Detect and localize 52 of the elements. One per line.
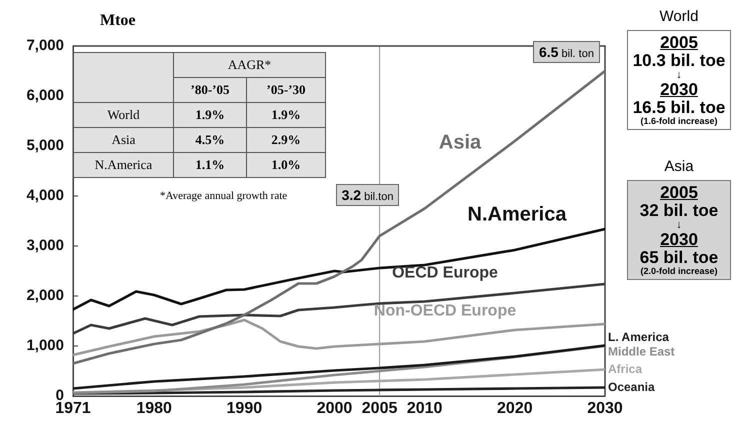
annotation: ’80-’05: [174, 78, 246, 102]
y-axis-title: Mtoe: [100, 12, 136, 30]
text: (1.6-fold increase): [639, 116, 719, 126]
y-tick-label: 2,000: [26, 287, 64, 304]
x-tick-label: 2010: [406, 400, 443, 418]
annotation: 1.0%: [246, 152, 326, 178]
text: (2.0-fold increase): [639, 266, 719, 276]
annotation: *Average annual growth rate: [160, 190, 288, 202]
annotation: AAGR*: [174, 52, 326, 78]
x-tick-label: 1990: [226, 400, 262, 418]
series-label: Oceania: [608, 380, 656, 394]
text: ↓: [675, 68, 683, 82]
text: 2005: [659, 183, 699, 202]
text: 2030: [659, 80, 699, 100]
annotation: World: [74, 102, 174, 128]
text: 2005: [659, 33, 699, 52]
y-tick-label: 5,000: [26, 137, 64, 154]
text: 32 bil. toe: [638, 200, 720, 220]
series-label: OECD Europe: [392, 264, 498, 282]
text: 65 bil. toe: [638, 248, 720, 268]
annotation: 4.5%: [174, 128, 246, 152]
text: 16.5 bil. toe: [632, 98, 726, 118]
text: 2030: [659, 230, 699, 250]
annotation: 1.9%: [246, 102, 326, 128]
x-tick-label: 1971: [55, 400, 91, 418]
text: 10.3 bil. toe: [632, 50, 726, 70]
annotation: ’05-’30: [246, 78, 326, 102]
series-label: Asia: [438, 132, 482, 154]
annotation: 2.9%: [246, 128, 326, 152]
annotation: 6.5 bil. ton: [533, 41, 600, 63]
text: World: [658, 8, 700, 25]
y-tick-label: 7,000: [26, 37, 64, 54]
annotation: 3.2 bil.ton: [336, 184, 400, 206]
annotation: Asia: [74, 128, 174, 152]
y-tick-label: 1,000: [26, 337, 64, 354]
annotation: 1.9%: [174, 102, 246, 128]
annotation: 1.1%: [174, 152, 246, 178]
y-tick-label: 3,000: [26, 237, 64, 254]
x-tick-label: 2000: [316, 400, 352, 418]
text: ↓: [675, 218, 683, 232]
series-label: Middle East: [608, 344, 675, 358]
series-label: N.America: [468, 204, 568, 226]
x-tick-label: 2020: [497, 400, 533, 418]
y-tick-label: 4,000: [26, 187, 64, 204]
x-tick-label: 1980: [136, 400, 172, 418]
y-tick-label: 6,000: [26, 87, 64, 104]
x-tick-label: 2005: [362, 400, 398, 418]
annotation: N.America: [74, 152, 174, 178]
series-label: L. America: [608, 330, 670, 344]
text: Asia: [663, 158, 695, 175]
series-label: Africa: [608, 362, 642, 376]
x-tick-label: 2030: [587, 400, 623, 418]
